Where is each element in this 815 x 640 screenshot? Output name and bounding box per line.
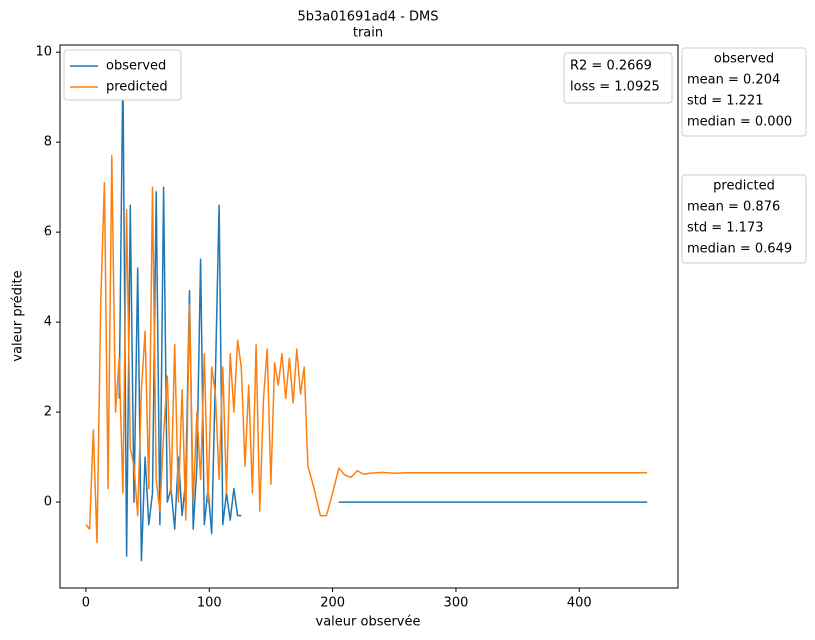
stat-line: mean = 0.204 — [687, 73, 780, 88]
stat-line: mean = 0.876 — [687, 200, 780, 215]
y-tick-label: 4 — [44, 315, 52, 330]
legend-label: predicted — [106, 80, 168, 95]
y-tick-label: 8 — [44, 135, 52, 150]
stat-box-title: observed — [714, 52, 774, 67]
stat-box-title: predicted — [713, 179, 775, 194]
y-axis-label: valeur prédite — [11, 270, 26, 361]
x-tick-label: 400 — [567, 596, 592, 611]
stat-box — [681, 47, 807, 137]
x-tick-label: 200 — [320, 596, 345, 611]
y-tick-label: 0 — [44, 495, 52, 510]
metric-text: loss = 1.0925 — [570, 80, 660, 95]
axes-frame — [59, 44, 679, 589]
y-tick-label: 10 — [35, 45, 52, 60]
x-tick-label: 0 — [82, 596, 90, 611]
legend-label: observed — [106, 59, 166, 74]
stat-line: std = 1.173 — [687, 221, 764, 236]
x-tick-label: 100 — [197, 596, 222, 611]
y-tick-label: 2 — [44, 405, 52, 420]
x-tick-label: 300 — [444, 596, 469, 611]
x-axis-label: valeur observée — [316, 615, 421, 630]
chart-title: 5b3a01691ad4 - DMS — [297, 10, 438, 25]
metrics-box — [563, 52, 673, 104]
metric-text: R2 = 0.2669 — [570, 59, 652, 74]
stat-line: std = 1.221 — [687, 94, 764, 109]
stat-line: median = 0.000 — [687, 115, 792, 130]
series-line — [118, 69, 648, 562]
stat-line: median = 0.649 — [687, 242, 792, 257]
series-line — [85, 154, 648, 544]
stat-box — [681, 174, 807, 264]
y-tick-label: 6 — [44, 225, 52, 240]
chart-subtitle: train — [353, 26, 383, 41]
